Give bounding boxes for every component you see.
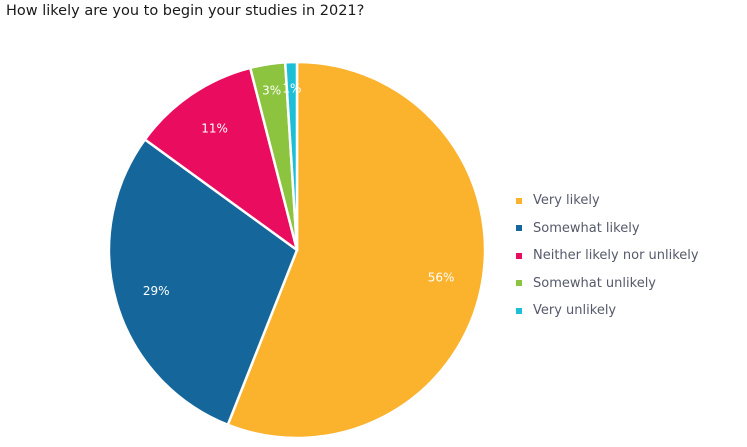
slice-label-somewhat-unlikely: 3% bbox=[262, 83, 281, 97]
pie-slice-very-unlikely[interactable] bbox=[283, 60, 299, 252]
legend-label: Somewhat unlikely bbox=[533, 275, 657, 291]
legend-item-neither[interactable]: Neither likely nor unlikely bbox=[516, 242, 699, 270]
legend-swatch-icon bbox=[516, 225, 522, 232]
legend-item-very-likely[interactable]: Very likely bbox=[516, 187, 699, 215]
legend-label: Neither likely nor unlikely bbox=[533, 248, 699, 264]
legend-swatch-icon bbox=[516, 197, 522, 204]
legend-swatch-icon bbox=[516, 252, 522, 259]
slice-label-very-unlikely: 1% bbox=[282, 81, 301, 95]
legend-item-very-unlikely[interactable]: Very unlikely bbox=[516, 297, 699, 325]
pie-slices bbox=[107, 60, 487, 440]
slice-label-somewhat-likely: 29% bbox=[143, 284, 170, 298]
pie-labels: 56% 29% 11% 3% 1% bbox=[143, 81, 455, 298]
legend-label: Very unlikely bbox=[533, 303, 617, 319]
pie-slice-neither[interactable] bbox=[143, 66, 299, 252]
legend-swatch-icon bbox=[516, 307, 522, 314]
chart-title: How likely are you to begin your studies… bbox=[6, 3, 365, 19]
slice-label-neither: 11% bbox=[201, 122, 228, 136]
legend-item-somewhat-likely[interactable]: Somewhat likely bbox=[516, 215, 699, 243]
legend-label: Very likely bbox=[533, 193, 600, 209]
legend-swatch-icon bbox=[516, 280, 522, 287]
legend-label: Somewhat likely bbox=[533, 220, 640, 236]
legend: Very likely Somewhat likely Neither like… bbox=[516, 187, 699, 325]
slice-label-very-likely: 56% bbox=[428, 270, 455, 284]
pie-slice-very-likely[interactable] bbox=[226, 60, 487, 440]
legend-item-somewhat-unlikely[interactable]: Somewhat unlikely bbox=[516, 270, 699, 298]
pie-slice-somewhat-likely[interactable] bbox=[107, 138, 299, 427]
